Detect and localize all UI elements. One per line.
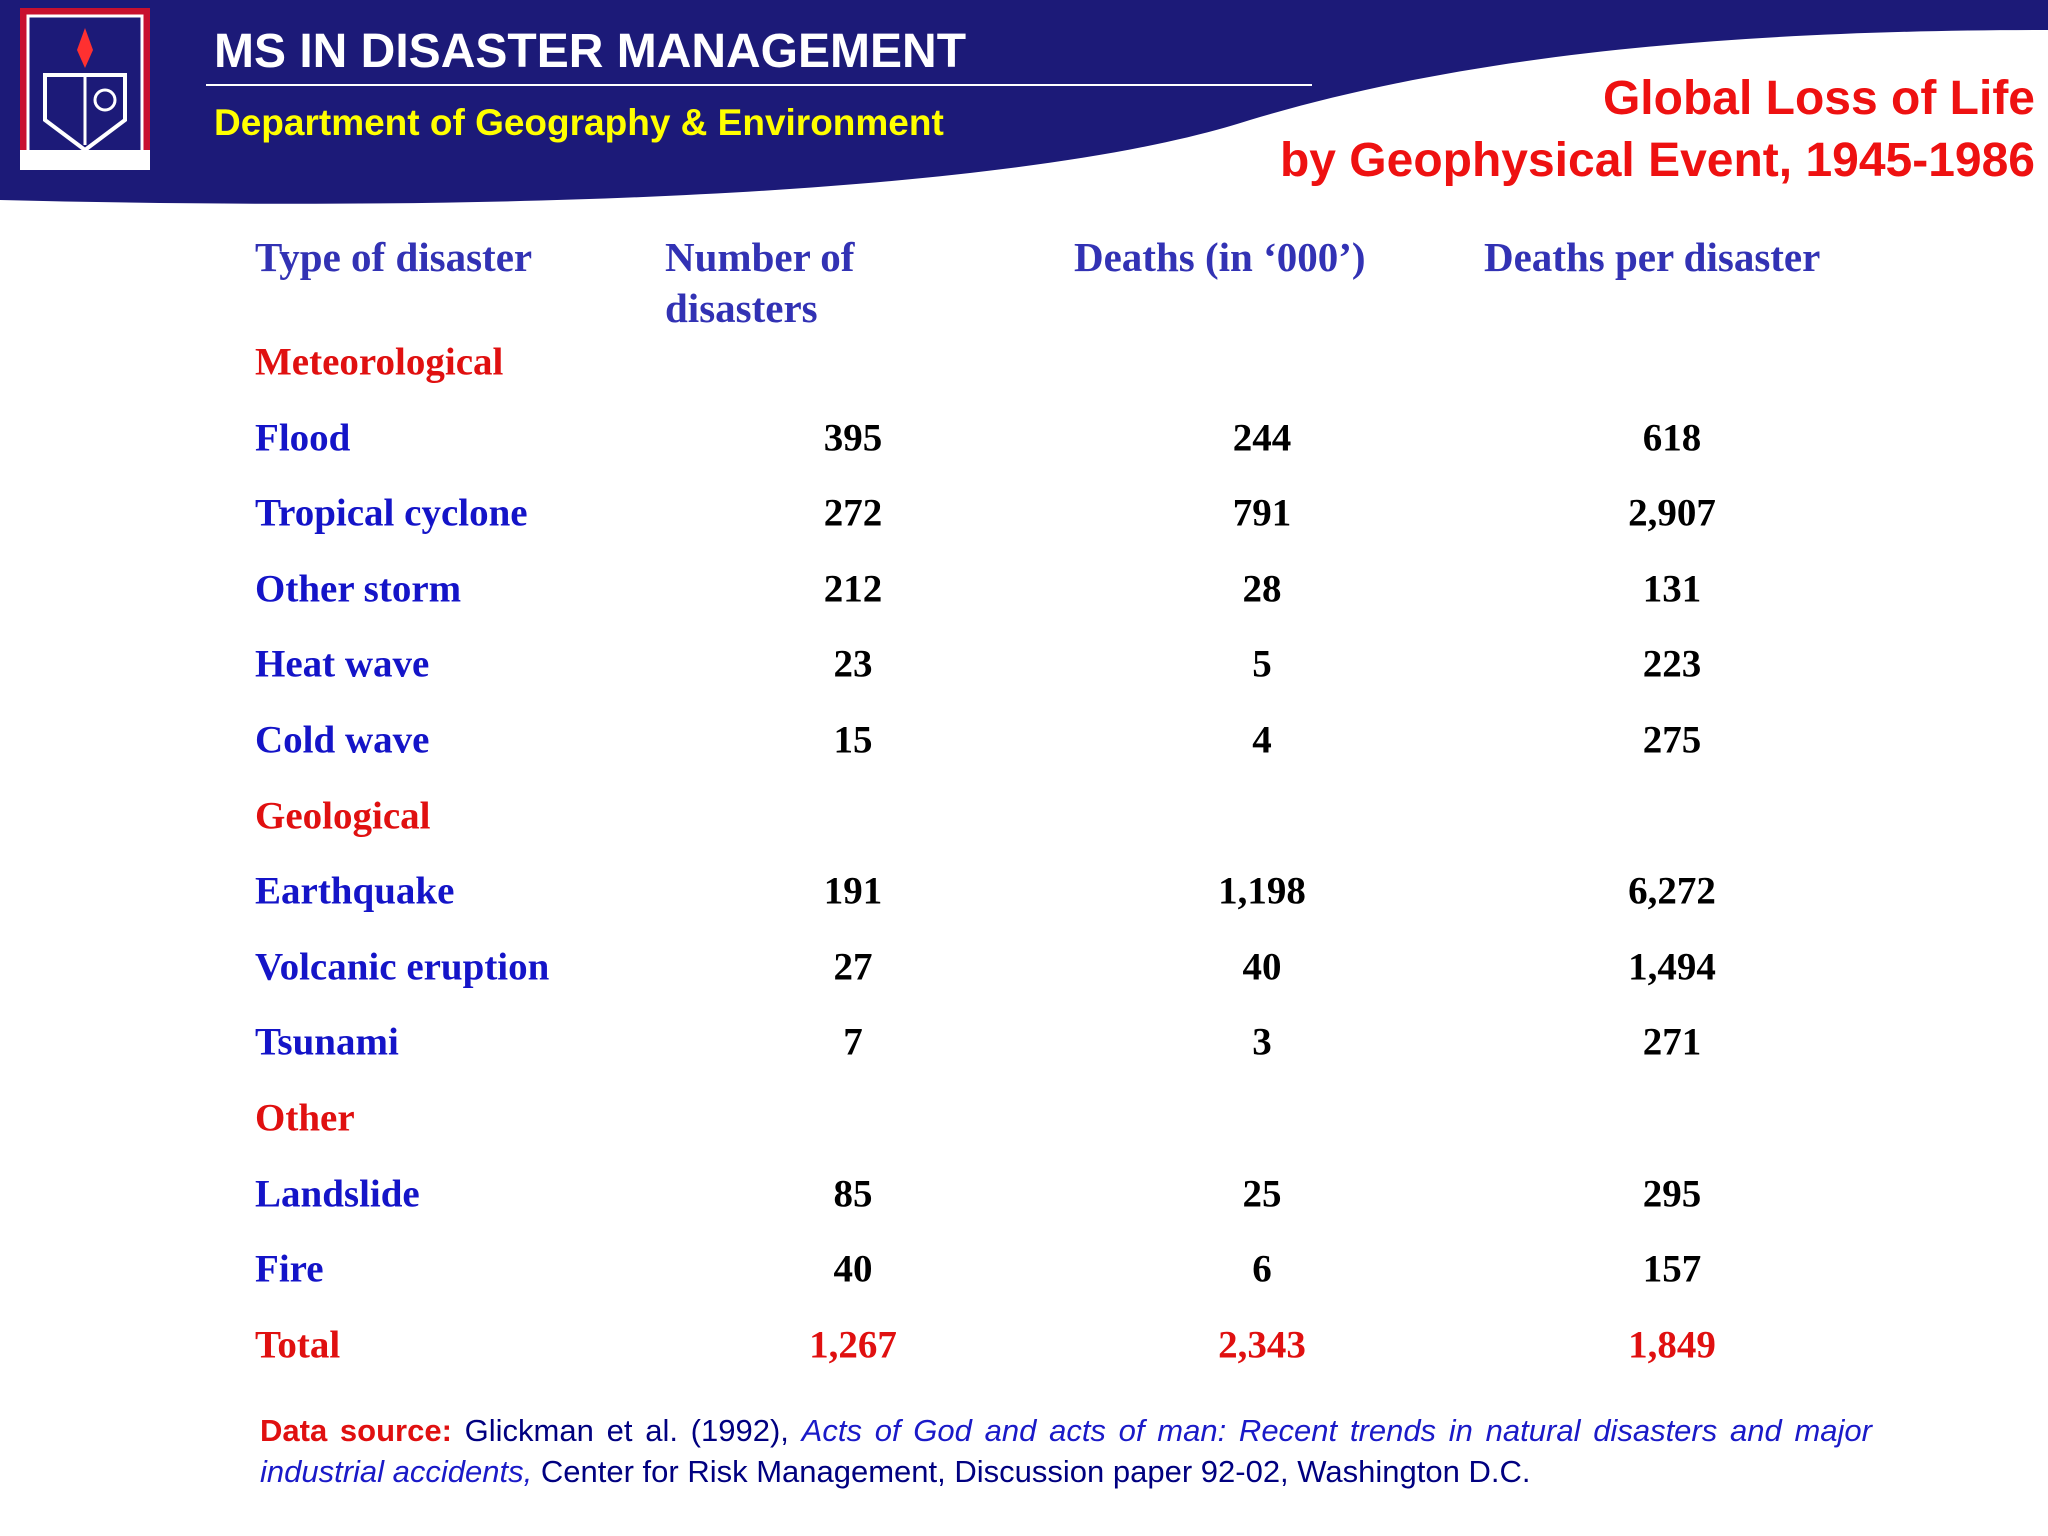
section-label: Geological [255, 794, 431, 838]
source-author: Glickman et al. (1992), [464, 1413, 789, 1448]
logo [20, 8, 150, 170]
row-label: Landslide [255, 1172, 420, 1216]
cell-value: 40 [833, 1247, 873, 1291]
slide-title-line: Global Loss of Life [1602, 72, 2035, 125]
cell-value: 212 [823, 567, 883, 611]
cell-value: 395 [823, 416, 883, 460]
cell-value: 1,494 [1628, 945, 1716, 989]
header-title: MS IN DISASTER MANAGEMENT [214, 25, 967, 78]
cell-value: 131 [1642, 567, 1702, 611]
column-header: Type of disaster [255, 234, 533, 280]
source-rest: Center for Risk Management, Discussion p… [540, 1454, 1531, 1489]
cell-value: 6 [1252, 1247, 1272, 1291]
source-note: Data source: Glickman et al. (1992), Act… [260, 1410, 1872, 1492]
cell-value: 6,272 [1628, 869, 1716, 913]
slide-title-line: by Geophysical Event, 1945-1986 [1279, 134, 2035, 187]
cell-value: 4 [1252, 718, 1272, 762]
cell-value: 272 [823, 491, 883, 535]
cell-value: 1,198 [1218, 869, 1306, 913]
cell-value: 271 [1642, 1020, 1702, 1064]
total-value: 1,849 [1628, 1323, 1716, 1367]
cell-value: 2,907 [1628, 491, 1716, 535]
cell-value: 191 [823, 869, 883, 913]
row-label: Earthquake [255, 869, 455, 913]
cell-value: 27 [833, 945, 873, 989]
header-subtitle: Department of Geography & Environment [214, 102, 944, 143]
row-label: Flood [255, 416, 351, 460]
cell-value: 85 [833, 1172, 873, 1216]
source-label: Data source: [260, 1413, 452, 1448]
cell-value: 7 [843, 1020, 863, 1064]
slide-title: Global Loss of Life by Geophysical Event… [1280, 68, 2035, 192]
cell-value: 15 [833, 718, 873, 762]
cell-value: 244 [1232, 416, 1292, 460]
cell-value: 23 [833, 642, 873, 686]
section-label: Meteorological [255, 340, 504, 384]
total-label: Total [255, 1323, 341, 1367]
cell-value: 157 [1642, 1247, 1702, 1291]
cell-value: 40 [1242, 945, 1282, 989]
cell-value: 28 [1242, 567, 1282, 611]
total-value: 1,267 [809, 1323, 897, 1367]
column-header: Deaths per disaster [1484, 234, 1821, 280]
row-label: Volcanic eruption [255, 945, 550, 989]
cell-value: 295 [1642, 1172, 1702, 1216]
column-header: Deaths (in ‘000’) [1074, 234, 1366, 280]
row-label: Fire [255, 1247, 324, 1291]
cell-value: 223 [1642, 642, 1702, 686]
section-label: Other [255, 1096, 355, 1140]
cell-value: 3 [1252, 1020, 1272, 1064]
cell-value: 791 [1232, 491, 1292, 535]
row-label: Heat wave [255, 642, 430, 686]
source-title: Acts of God and acts of man: Recent tren… [260, 1413, 1872, 1489]
cell-value: 618 [1642, 416, 1702, 460]
cell-value: 5 [1252, 642, 1272, 686]
cell-value: 275 [1642, 718, 1702, 762]
row-label: Cold wave [255, 718, 430, 762]
row-label: Tropical cyclone [255, 491, 528, 535]
column-header: Number of disasters [665, 234, 855, 331]
row-label: Other storm [255, 567, 462, 611]
total-value: 2,343 [1218, 1323, 1306, 1367]
cell-value: 25 [1242, 1172, 1282, 1216]
header-band [0, 0, 2048, 204]
row-label: Tsunami [255, 1020, 399, 1064]
